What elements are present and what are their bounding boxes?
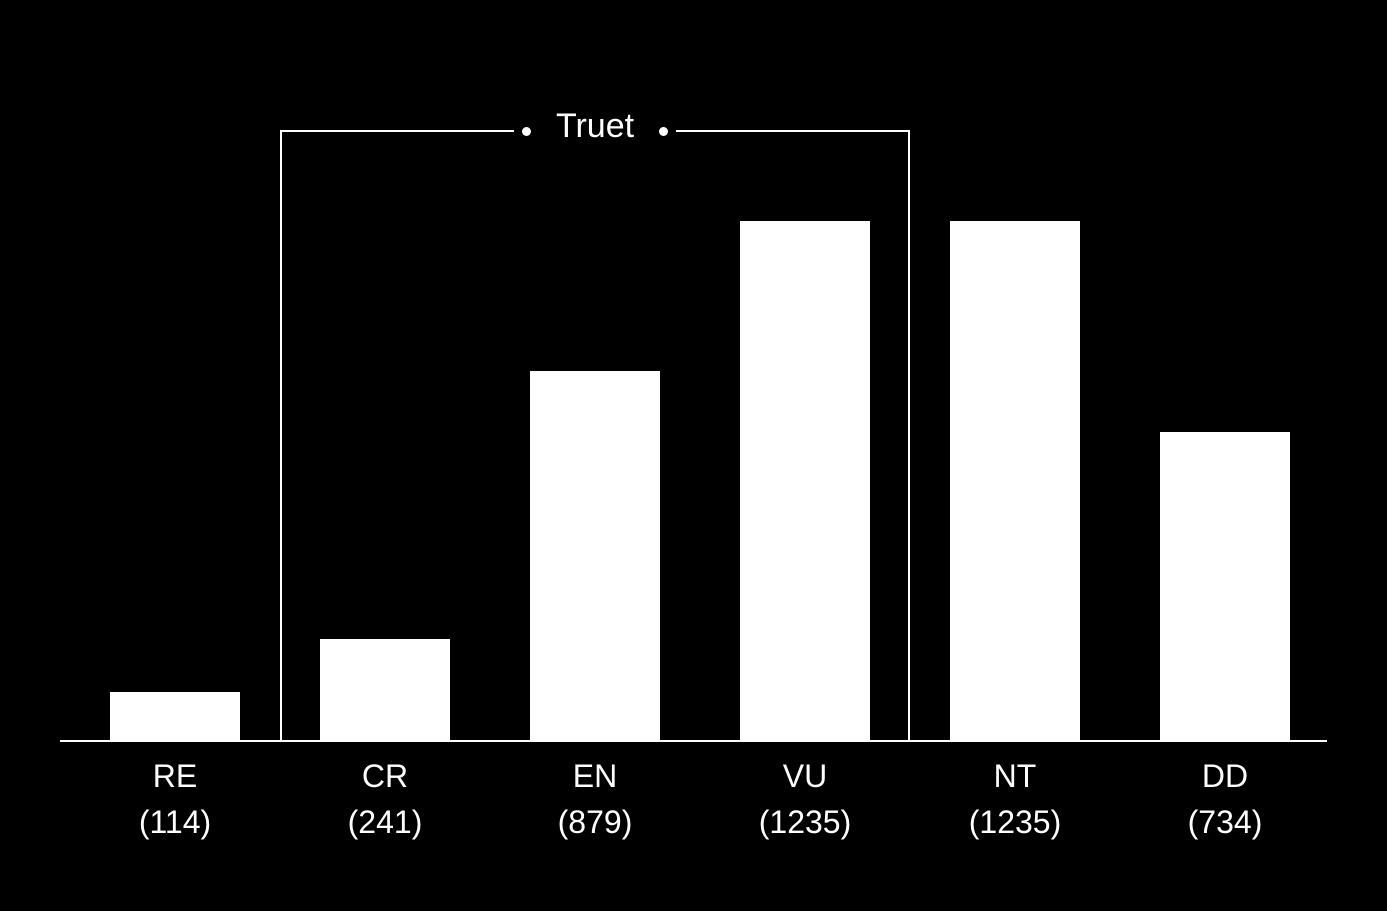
category-label-dd: DD (1125, 758, 1325, 795)
category-label-re: RE (75, 758, 275, 795)
value-label-nt: (1235) (915, 804, 1115, 841)
category-label-nt: NT (915, 758, 1115, 795)
bar-cr (320, 639, 450, 740)
value-label-vu: (1235) (705, 804, 905, 841)
bar-dd (1160, 432, 1290, 740)
category-label-vu: VU (705, 758, 905, 795)
value-label-re: (114) (75, 804, 275, 841)
bar-re (110, 692, 240, 740)
value-label-en: (879) (495, 804, 695, 841)
value-label-cr: (241) (285, 804, 485, 841)
value-label-dd: (734) (1125, 804, 1325, 841)
bracket-right-line (908, 130, 910, 740)
bar-vu (740, 221, 870, 740)
bar-en (530, 371, 660, 740)
bar-nt (950, 221, 1080, 740)
bracket-left-line (280, 130, 282, 740)
bracket-label: Truet (445, 107, 745, 146)
species-status-bar-chart: RE (114) CR (241) EN (879) VU (1235) NT (1235) DD (… (0, 0, 1387, 911)
category-label-en: EN (495, 758, 695, 795)
x-axis (60, 740, 1327, 742)
category-label-cr: CR (285, 758, 485, 795)
